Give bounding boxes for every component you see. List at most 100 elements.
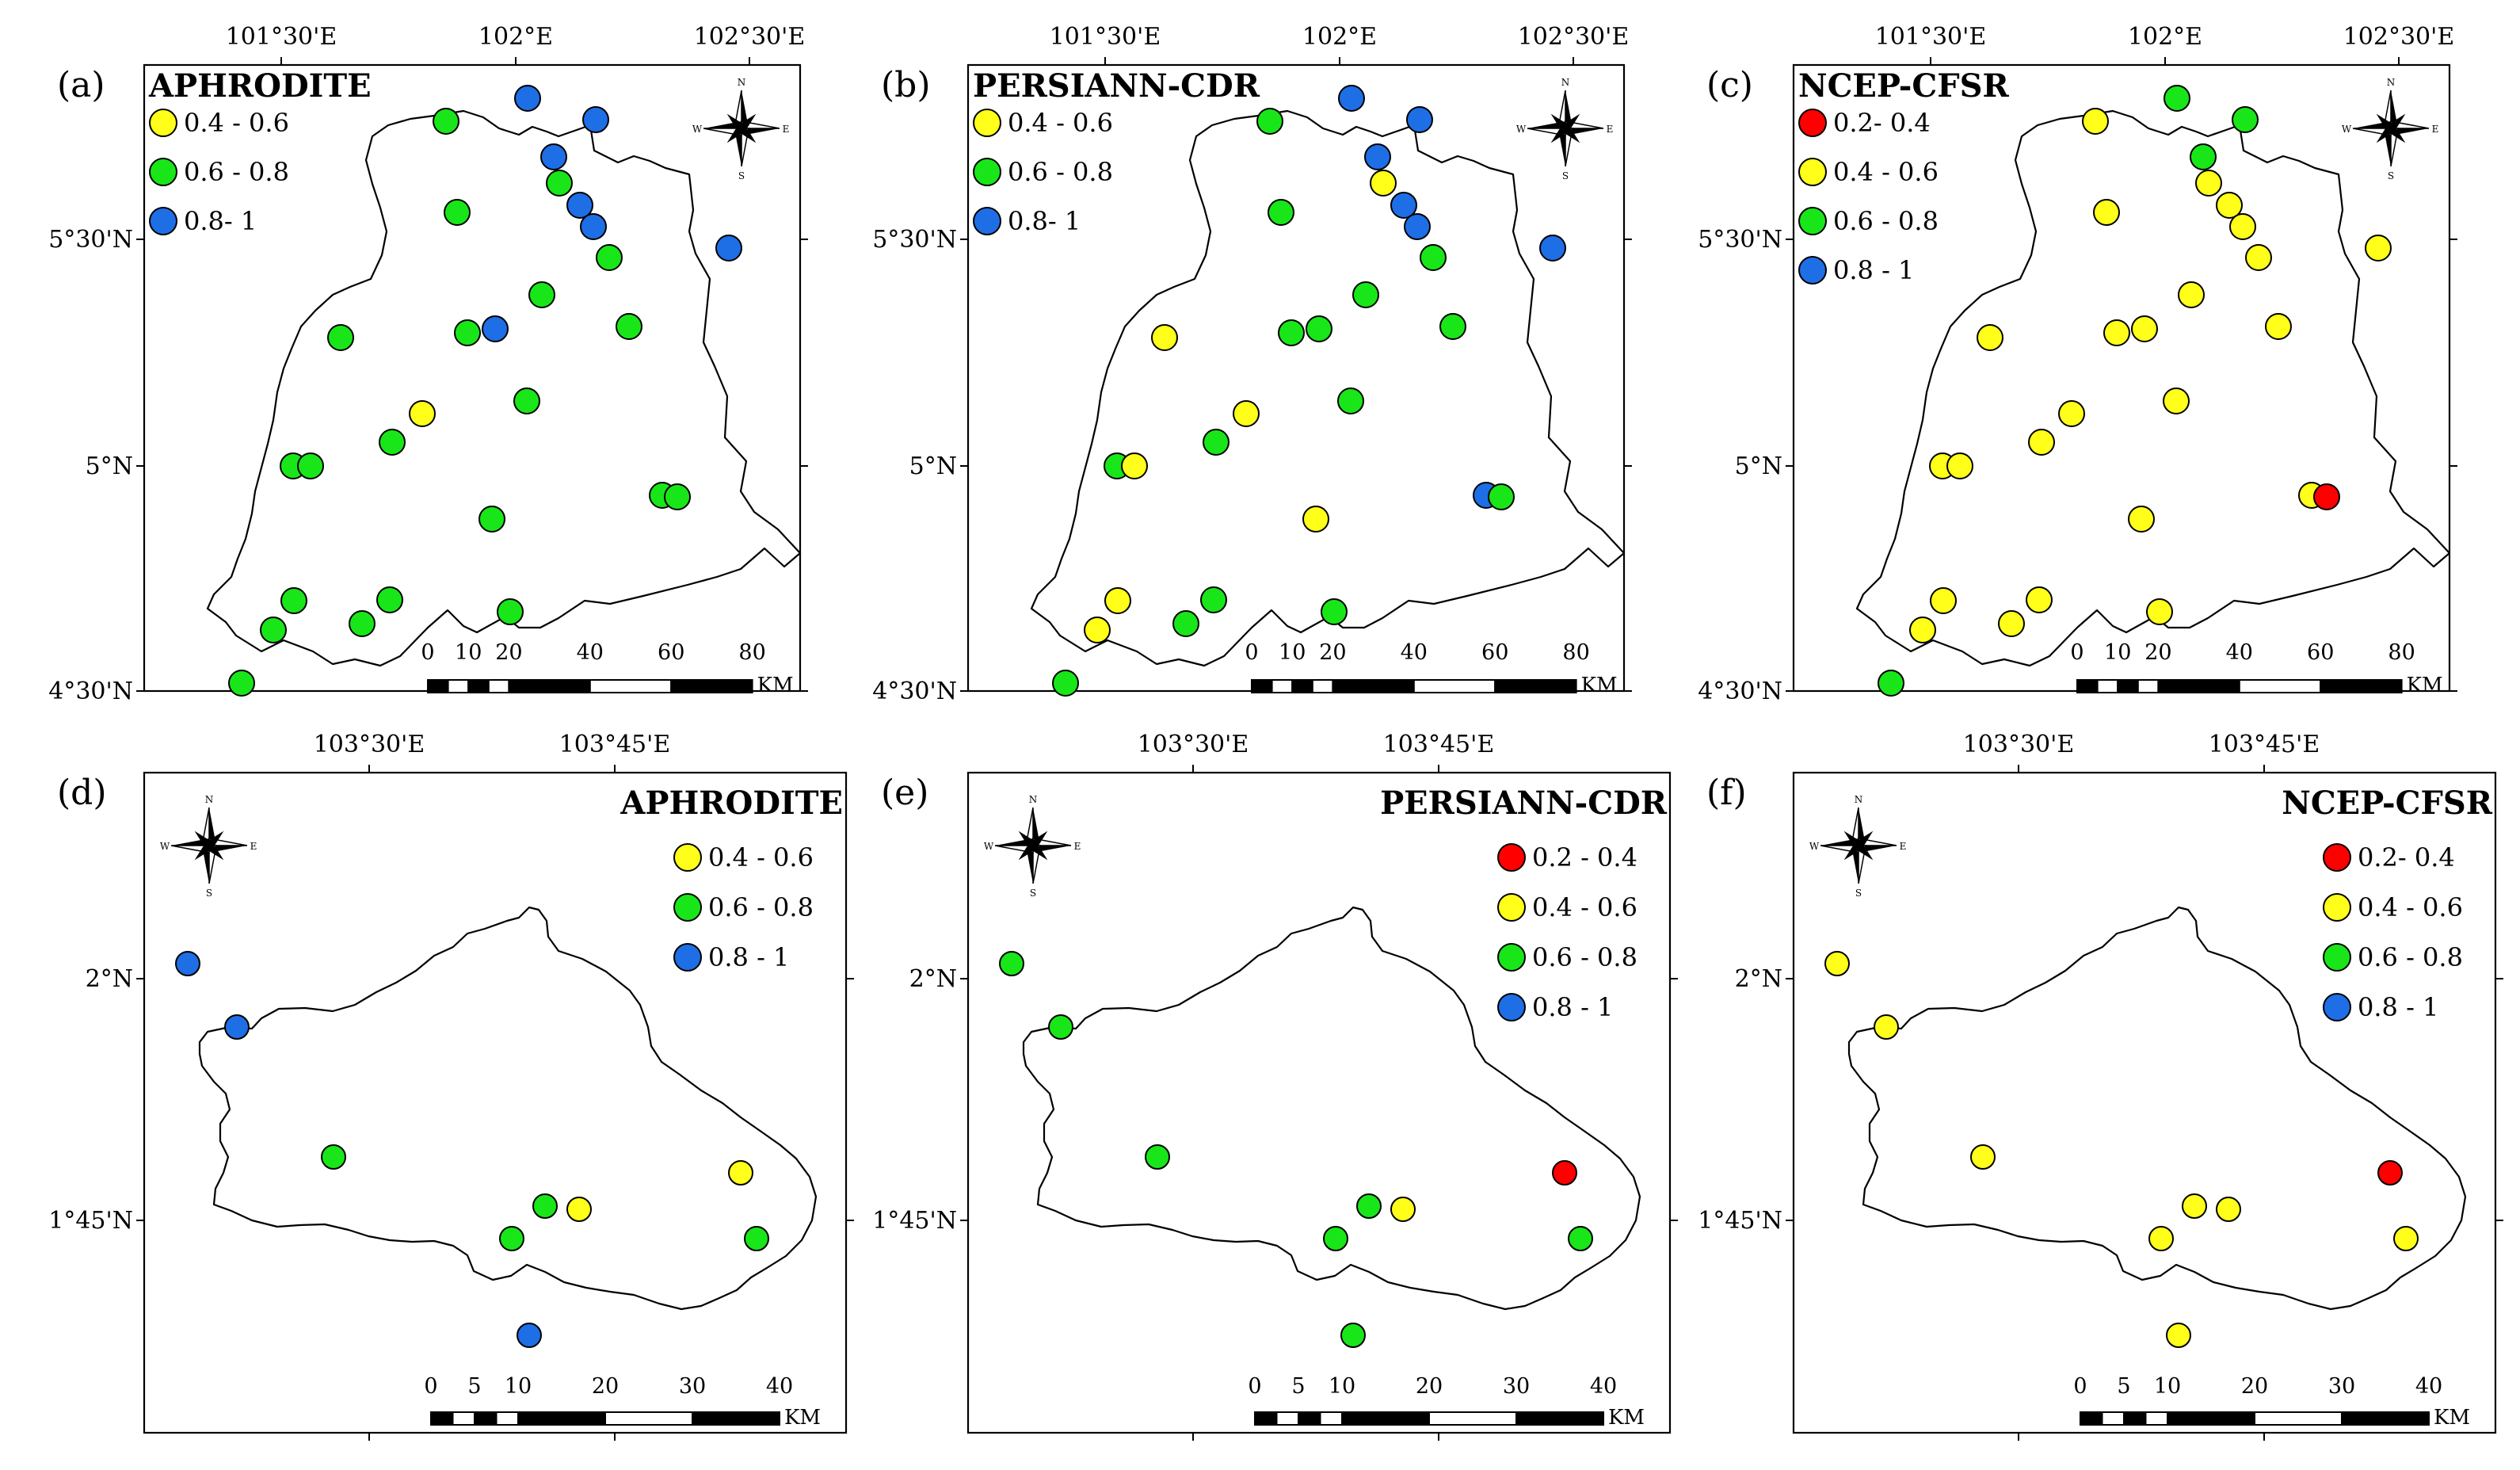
north-arrow-icon: N S E W <box>692 77 790 181</box>
latitude-label: 1°45'N <box>1698 1207 1782 1235</box>
station-marker <box>478 506 505 533</box>
station-marker <box>2058 400 2085 427</box>
station-marker <box>2028 429 2055 456</box>
station-marker <box>1323 1226 1348 1251</box>
station-marker <box>1824 951 1850 976</box>
station-marker <box>540 143 567 170</box>
compass-south-label: S <box>738 170 745 181</box>
legend-swatch <box>1798 158 1827 186</box>
longitude-label: 103°30'E <box>314 731 425 758</box>
map-panel-b: 101°30'E 102°E 102°30'E 5°30'N 5°N 4°30'N N S E W… <box>872 23 1632 705</box>
scale-tick-label: 20 <box>1319 640 1346 665</box>
legend-label: 0.2- 0.4 <box>2358 842 2455 872</box>
station-marker <box>514 85 541 112</box>
product-title: PERSIANN-CDR <box>973 67 1260 105</box>
legend-label: 0.4 - 0.6 <box>1833 157 1939 187</box>
station-marker <box>1878 670 1904 697</box>
station-marker <box>1909 617 1936 643</box>
station-marker <box>596 244 623 271</box>
station-marker <box>2190 143 2217 170</box>
legend-label: 0.8- 1 <box>1008 206 1081 236</box>
legend-label: 0.8 - 1 <box>2358 992 2438 1022</box>
legend-swatch <box>2323 843 2351 872</box>
latitude-label: 5°30'N <box>872 226 957 254</box>
legend-swatch <box>149 109 177 137</box>
legend-swatch <box>2323 943 2351 972</box>
latitude-label: 5°30'N <box>48 226 133 254</box>
station-marker <box>1302 506 1329 533</box>
compass-north-label: N <box>1855 794 1863 805</box>
station-marker <box>2164 85 2190 112</box>
station-marker <box>1404 213 1431 240</box>
legend-swatch <box>2323 893 2351 922</box>
product-title: PERSIANN-CDR <box>1380 785 1668 822</box>
scale-unit-label: KM <box>1608 1406 1645 1430</box>
station-marker <box>1337 388 1364 414</box>
station-marker <box>1420 244 1447 271</box>
legend-label: 0.4 - 0.6 <box>184 108 289 138</box>
product-title: NCEP-CFSR <box>2282 785 2493 822</box>
north-arrow-icon: N S E W <box>984 794 1081 899</box>
scale-tick-label: 0 <box>2073 1374 2087 1399</box>
legend-label: 0.6 - 0.8 <box>1008 157 1113 187</box>
station-marker <box>2365 235 2392 262</box>
station-marker <box>349 610 376 637</box>
scale-tick-label: 10 <box>455 640 482 665</box>
basin-boundary <box>1022 906 1641 1311</box>
scale-tick-label: 10 <box>2154 1374 2181 1399</box>
scale-tick-label: 10 <box>2104 640 2131 665</box>
station-marker <box>433 108 459 135</box>
station-marker <box>1946 452 1973 479</box>
station-marker <box>1278 319 1305 346</box>
station-marker <box>2195 170 2222 197</box>
station-marker <box>175 951 200 976</box>
scale-tick-label: 60 <box>1481 640 1508 665</box>
panel-letter: (d) <box>57 773 107 813</box>
station-marker <box>2229 213 2256 240</box>
scale-tick-label: 20 <box>1416 1374 1443 1399</box>
station-marker <box>744 1226 769 1251</box>
scale-tick-label: 40 <box>1401 640 1428 665</box>
scale-tick-label: 5 <box>467 1374 481 1399</box>
legend-swatch <box>973 207 1001 235</box>
station-marker <box>1977 324 2003 351</box>
map-panel-d: 103°30'E 103°45'E 2°N 1°45'N N S E W KM 0 5 10 20 30 4… <box>48 731 854 1441</box>
station-marker <box>2163 388 2190 414</box>
scale-tick-label: 30 <box>679 1374 706 1399</box>
longitude-label: 103°30'E <box>1138 731 1249 758</box>
station-marker <box>1321 598 1348 625</box>
latitude-label: 2°N <box>86 965 133 993</box>
legend-swatch <box>673 943 702 972</box>
latitude-label: 5°30'N <box>1698 226 1782 254</box>
station-marker <box>2313 483 2340 510</box>
scale-bar: KM <box>2080 1406 2470 1430</box>
station-marker <box>2148 1226 2174 1251</box>
legend-swatch <box>1798 256 1827 284</box>
panel-letter: (b) <box>881 65 931 105</box>
latitude-label: 2°N <box>909 965 957 993</box>
scale-bar: KM <box>1254 1406 1645 1430</box>
scale-tick-label: 5 <box>2117 1374 2130 1399</box>
station-marker <box>454 319 481 346</box>
scale-tick-label: 80 <box>2388 640 2415 665</box>
station-marker <box>2128 506 2155 533</box>
legend-swatch <box>1497 893 1526 922</box>
station-marker <box>2026 586 2053 613</box>
station-marker <box>1539 235 1566 262</box>
legend-label: 0.2- 0.4 <box>1833 108 1931 138</box>
product-title: NCEP-CFSR <box>1798 67 2010 105</box>
legend-swatch <box>1497 943 1526 972</box>
station-marker <box>1121 452 1148 479</box>
legend-label: 0.6 - 0.8 <box>708 892 814 922</box>
station-marker <box>297 452 324 479</box>
compass-south-label: S <box>1855 888 1862 899</box>
legend-label: 0.8 - 1 <box>708 942 789 972</box>
compass-north-label: N <box>205 794 214 805</box>
station-marker <box>1048 1014 1073 1040</box>
latitude-label: 5°N <box>1735 452 1782 480</box>
product-title: APHRODITE <box>148 67 372 105</box>
scale-tick-label: 30 <box>2328 1374 2355 1399</box>
scale-tick-label: 20 <box>2241 1374 2268 1399</box>
station-marker <box>2146 598 2173 625</box>
station-marker <box>260 617 287 643</box>
